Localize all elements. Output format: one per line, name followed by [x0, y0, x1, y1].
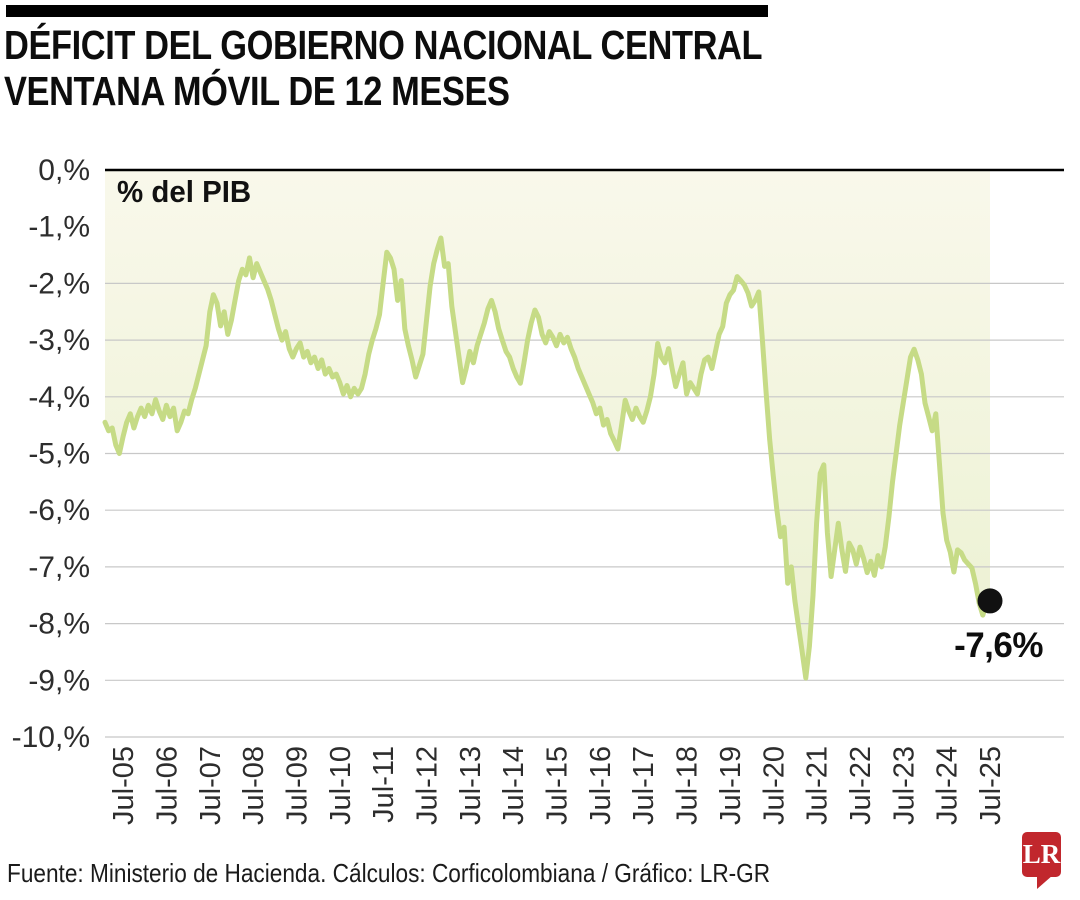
x-tick-label: Jul-18	[672, 746, 704, 825]
lr-logo: LR	[1022, 832, 1061, 877]
series-line	[102, 235, 993, 681]
y-tick-label: 0,%	[38, 154, 90, 187]
title-line-1: DÉFICIT DEL GOBIERNO NACIONAL CENTRAL	[4, 22, 763, 68]
x-tick-label: Jul-13	[455, 746, 487, 825]
x-tick-label: Jul-09	[281, 746, 313, 825]
y-tick-label: -8,%	[28, 608, 90, 641]
y-tick-label: -9,%	[28, 664, 90, 697]
x-tick-label: Jul-12	[412, 746, 444, 825]
top-accent-bar	[6, 5, 768, 17]
page-title: DÉFICIT DEL GOBIERNO NACIONAL CENTRAL VE…	[4, 22, 844, 115]
title-line-2: VENTANA MÓVIL DE 12 MESES	[4, 68, 510, 115]
lr-logo-tail	[1037, 875, 1053, 889]
y-axis-unit-label: % del PIB	[117, 174, 252, 209]
x-tick-label: Jul-05	[108, 746, 140, 825]
endpoint-value-label: -7,6%	[954, 626, 1043, 665]
area-fill	[105, 170, 990, 678]
x-tick-label: Jul-15	[542, 746, 574, 825]
x-tick-label: Jul-16	[585, 746, 617, 825]
x-tick-label: Jul-23	[888, 746, 920, 825]
x-tick-label: Jul-06	[151, 746, 183, 825]
x-tick-label: Jul-11	[368, 746, 400, 823]
y-tick-label: -5,%	[28, 438, 90, 471]
source-attribution: Fuente: Ministerio de Hacienda. Cálculos…	[7, 858, 771, 888]
x-tick-label: Jul-17	[628, 746, 660, 825]
y-tick-label: -3,%	[28, 324, 90, 357]
x-tick-label: Jul-25	[975, 746, 1007, 825]
x-tick-label: Jul-24	[932, 746, 964, 825]
endpoint-dot	[977, 588, 1003, 614]
x-tick-label: Jul-21	[802, 746, 834, 825]
x-tick-label: Jul-14	[498, 746, 530, 825]
y-tick-label: -1,%	[28, 211, 90, 244]
x-tick-label: Jul-08	[238, 746, 270, 825]
y-tick-label: -7,%	[28, 551, 90, 584]
x-tick-label: Jul-10	[325, 746, 357, 825]
x-tick-label: Jul-19	[715, 746, 747, 825]
x-tick-label: Jul-22	[845, 746, 877, 825]
y-tick-label: -2,%	[28, 267, 90, 300]
y-tick-label: -6,%	[28, 494, 90, 527]
y-tick-label: -10,%	[12, 721, 90, 754]
x-tick-label: Jul-07	[195, 746, 227, 825]
y-tick-label: -4,%	[28, 381, 90, 414]
lr-logo-text: LR	[1022, 839, 1061, 869]
x-tick-label: Jul-20	[758, 746, 790, 825]
